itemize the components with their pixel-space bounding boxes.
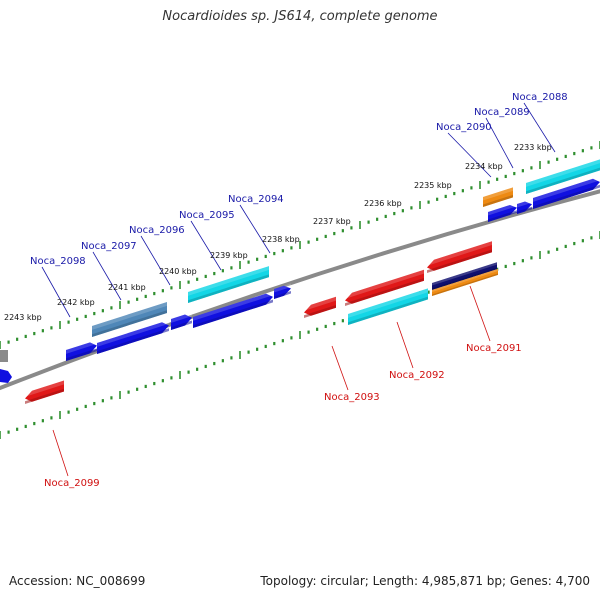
gene-label-noca-2098: Noca_2098 (30, 256, 86, 267)
gene-layer (25, 159, 600, 404)
gene-bar-noca-2092-red (345, 269, 424, 306)
gene-bar-noca-2096 (97, 319, 169, 354)
upper-tick-track (0, 141, 600, 349)
leader-line (41, 266, 71, 318)
genome-summary: Topology: circular; Length: 4,985,871 bp… (260, 574, 590, 588)
gray-gene-arrow (0, 350, 8, 362)
gene-bar-noca-2088-cyan (526, 159, 600, 194)
gene-bar-noca-2091 (432, 268, 498, 296)
accession-label: Accession: NC_008699 (9, 574, 146, 588)
gene-label-noca-2091: Noca_2091 (466, 343, 522, 354)
leader-line (447, 132, 492, 178)
leader-line (331, 345, 349, 391)
scale-label: 2240 kbp (159, 267, 197, 276)
gene-label-noca-2088: Noca_2088 (512, 92, 568, 103)
scale-label: 2234 kbp (465, 162, 503, 171)
gene-bar-noca-2091-navy (432, 262, 497, 290)
leader-line (396, 321, 414, 369)
gene-bar-noca-2098 (66, 340, 97, 361)
gene-label-noca-2094: Noca_2094 (228, 194, 284, 205)
gene-bar-noca-2090b (488, 202, 517, 222)
gene-bar-small-a (171, 312, 192, 330)
scale-label: 2243 kbp (4, 313, 42, 322)
gene-bar-noca-2095 (188, 266, 269, 303)
gene-label-noca-2099: Noca_2099 (44, 478, 100, 489)
scale-label: 2239 kbp (210, 251, 248, 260)
gene-bar-noca-2094 (193, 291, 273, 328)
gene-label-noca-2093: Noca_2093 (324, 392, 380, 403)
lower-tick-track (0, 231, 600, 439)
gene-label-noca-2095: Noca_2095 (179, 210, 235, 221)
backbone-line (0, 189, 600, 391)
scale-label: 2241 kbp (108, 283, 146, 292)
scale-label: 2236 kbp (364, 199, 402, 208)
page-title: Nocardioides sp. JS614, complete genome (162, 9, 438, 24)
leader-line (92, 251, 122, 301)
gene-label-noca-2090: Noca_2090 (436, 122, 492, 133)
gene-label-noca-2097: Noca_2097 (81, 241, 137, 252)
gene-bar-noca-2097 (92, 302, 167, 337)
scale-label: 2233 kbp (514, 143, 552, 152)
gene-bar-noca-2099 (25, 380, 64, 404)
leader-line (485, 117, 514, 169)
leader-line (140, 235, 171, 286)
gene-bar-noca-2088 (533, 176, 600, 209)
gene-bar-noca-2091-red (427, 241, 492, 273)
scale-label: 2235 kbp (414, 181, 452, 190)
scale-label: 2237 kbp (313, 217, 351, 226)
gene-bar-noca-2089 (517, 199, 532, 214)
genome-backbone (0, 189, 600, 391)
leader-line (469, 285, 491, 342)
gene-label-noca-2092: Noca_2092 (389, 370, 445, 381)
leader-line (523, 102, 556, 153)
label-layer: 2233 kbp 2234 kbp 2235 kbp 2236 kbp 2237 kbp… (4, 92, 568, 489)
gene-label-noca-2089: Noca_2089 (474, 107, 530, 118)
leader-line (52, 429, 69, 477)
scale-label: 2242 kbp (57, 298, 95, 307)
scale-label: 2238 kbp (262, 235, 300, 244)
gene-label-noca-2096: Noca_2096 (129, 225, 185, 236)
leader-line (190, 220, 222, 271)
gene-bar-noca-2092 (348, 288, 428, 325)
gene-bar-small-b (274, 283, 291, 299)
leader-line (239, 204, 271, 254)
gene-bar-noca-2093 (304, 296, 336, 318)
blue-gene-arrow (0, 369, 12, 383)
label-leaders (41, 102, 556, 477)
gene-bar-noca-2090 (483, 187, 513, 207)
